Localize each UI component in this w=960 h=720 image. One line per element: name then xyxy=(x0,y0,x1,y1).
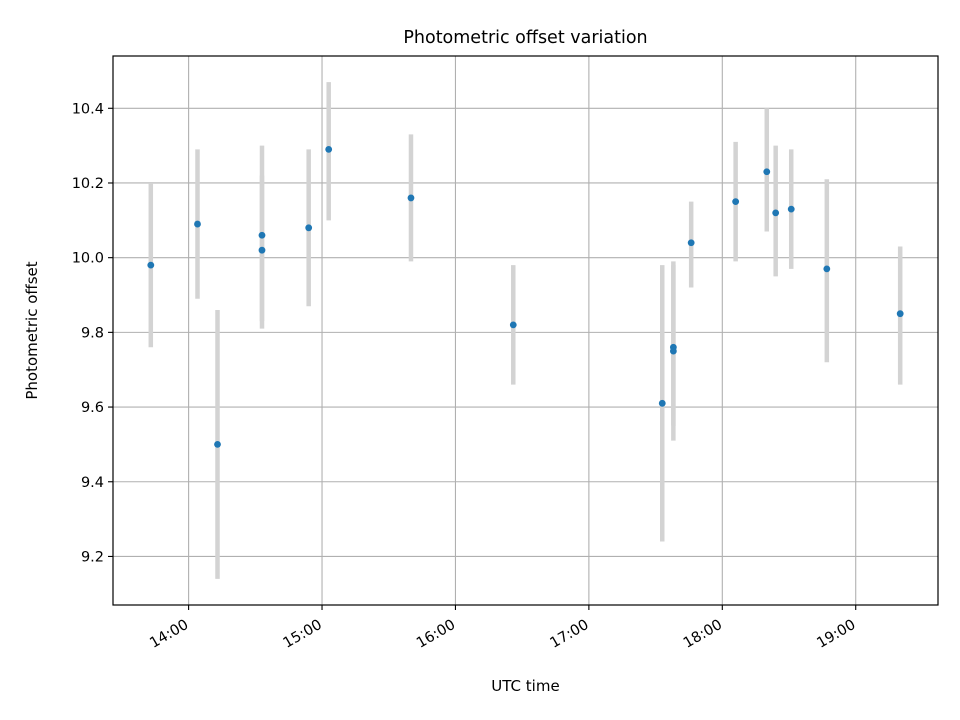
data-point xyxy=(407,194,415,202)
data-point xyxy=(258,231,266,239)
data-point xyxy=(823,265,831,273)
data-point xyxy=(787,205,795,213)
data-point xyxy=(896,310,904,318)
data-point xyxy=(658,399,666,407)
data-point xyxy=(305,224,313,232)
grid xyxy=(113,56,938,605)
data-points xyxy=(147,145,904,448)
data-point xyxy=(258,246,266,254)
y-tick-label: 9.8 xyxy=(81,325,104,341)
x-axis-label: UTC time xyxy=(491,677,559,695)
y-tick-label: 10.0 xyxy=(72,251,104,267)
data-point xyxy=(669,347,677,355)
y-tick-label: 9.6 xyxy=(81,400,104,416)
data-point xyxy=(772,209,780,217)
data-point xyxy=(214,441,221,448)
data-point xyxy=(763,168,771,176)
y-tick-label: 9.2 xyxy=(81,549,104,565)
y-tick-label: 10.2 xyxy=(72,176,104,192)
data-point xyxy=(194,220,201,228)
y-tick-label: 9.4 xyxy=(81,475,104,491)
data-point xyxy=(509,321,517,329)
data-point xyxy=(147,261,155,269)
data-point xyxy=(325,145,333,153)
data-point xyxy=(732,198,740,206)
y-tick-label: 10.4 xyxy=(72,101,104,117)
data-point xyxy=(687,239,695,247)
chart-title: Photometric offset variation xyxy=(403,28,647,48)
plot-frame xyxy=(112,55,939,606)
y-axis-label: Photometric offset xyxy=(23,261,41,399)
